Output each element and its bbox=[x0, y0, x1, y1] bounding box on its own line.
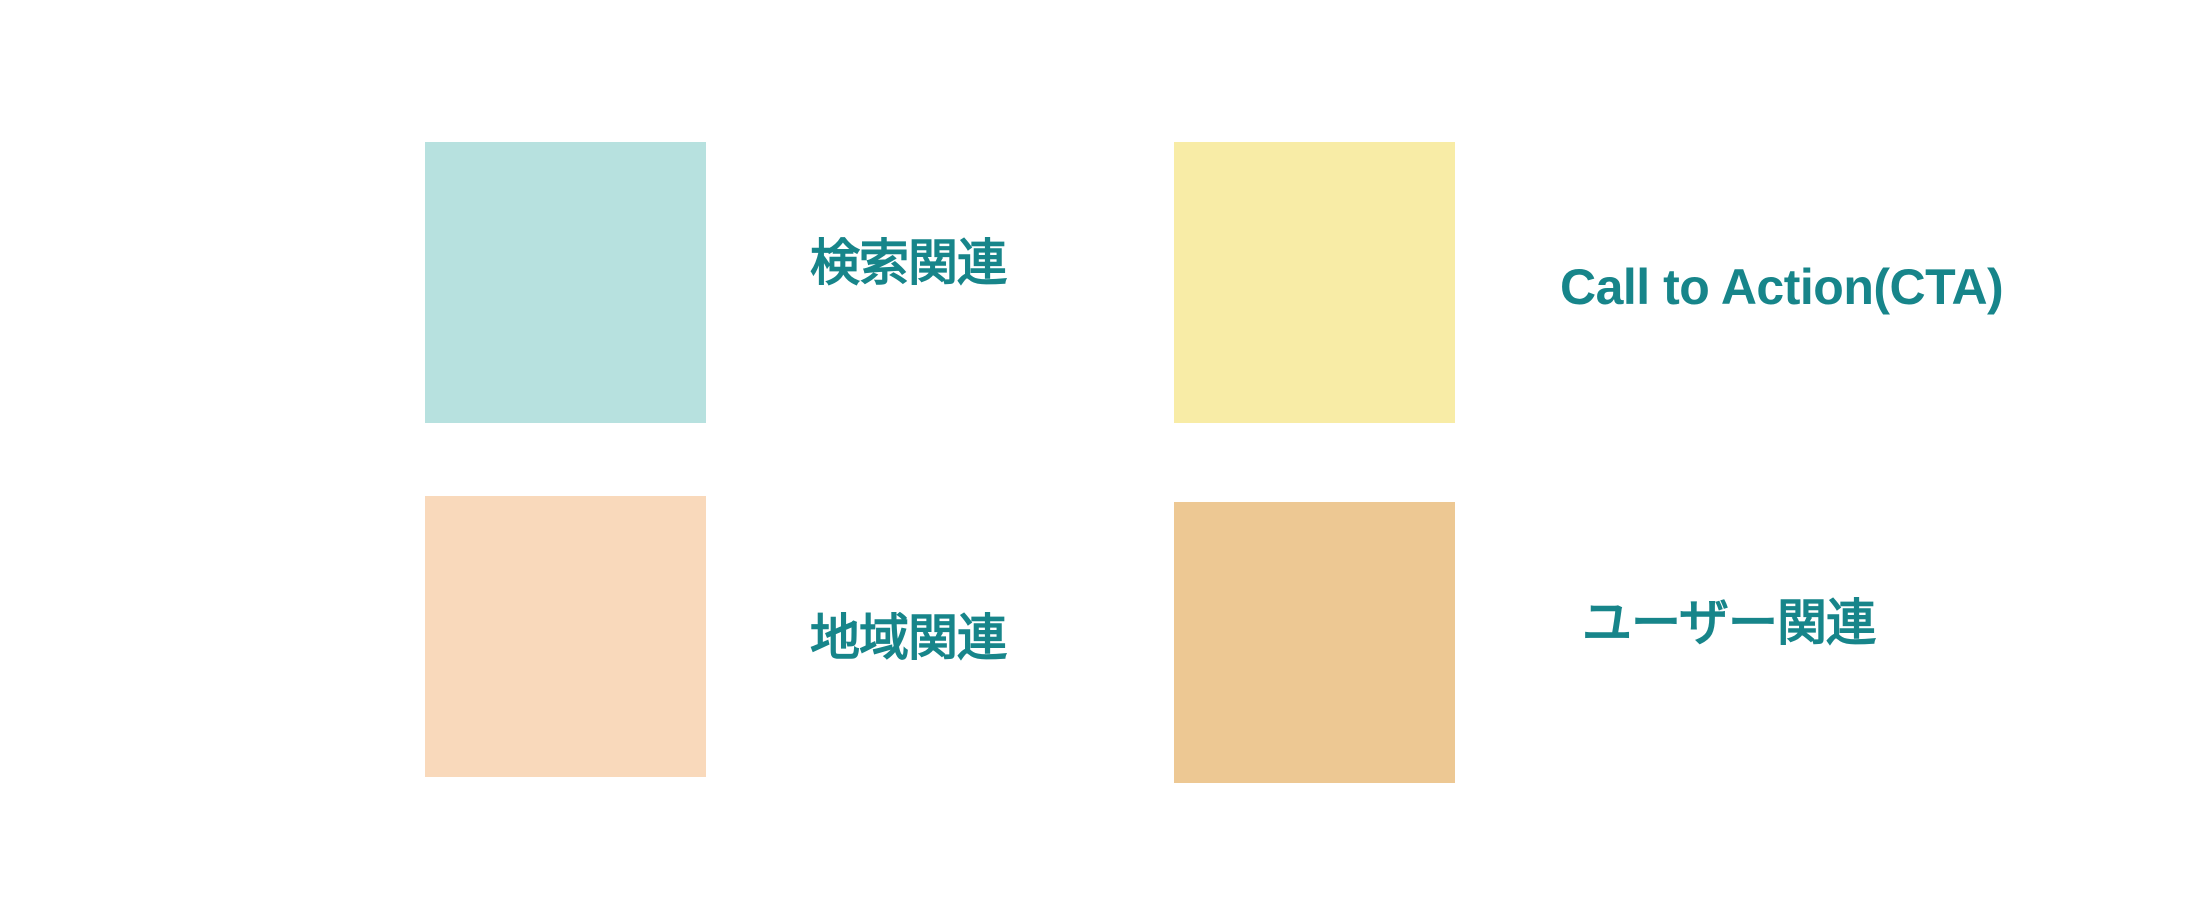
region-color-swatch bbox=[425, 496, 706, 777]
region-label: 地域関連 bbox=[810, 609, 1007, 667]
user-color-swatch bbox=[1174, 502, 1455, 783]
cta-color-swatch bbox=[1174, 142, 1455, 423]
search-color-swatch bbox=[425, 142, 706, 423]
search-label: 検索関連 bbox=[810, 234, 1007, 292]
user-label: ユーザー関連 bbox=[1582, 594, 1876, 652]
cta-label: Call to Action(CTA) bbox=[1560, 259, 2004, 315]
